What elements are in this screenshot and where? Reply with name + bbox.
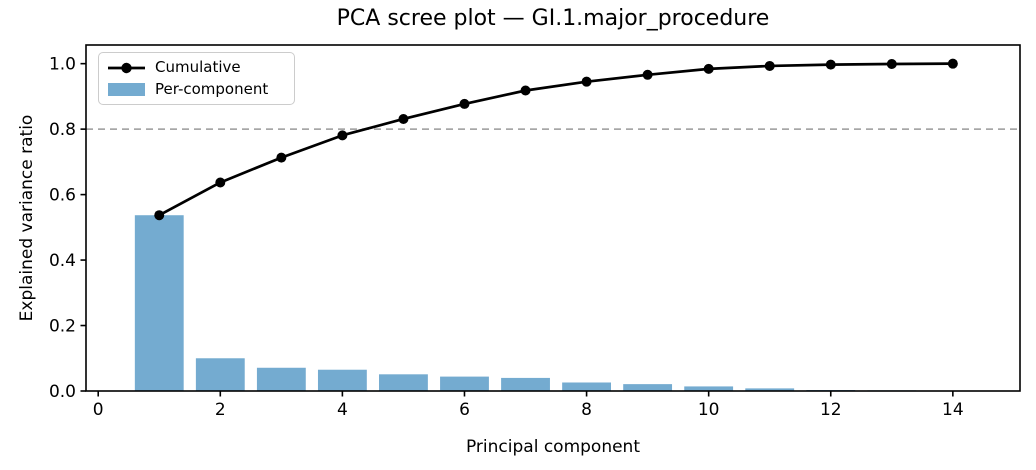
x-tick-label-8: 8 [581,400,592,420]
cumulative-point-pc-3 [276,152,287,163]
bar-pc-7 [501,377,550,391]
legend-item-cumulative: Cumulative [108,60,286,75]
y-tick-label-0.0: 0.0 [49,382,76,402]
cumulative-point-pc-7 [520,85,531,96]
bar-pc-10 [684,386,734,391]
bar-pc-3 [256,367,306,391]
legend-label-per-component: Per-component [155,80,269,98]
cumulative-point-pc-12 [825,59,836,70]
y-tick-label-0.6: 0.6 [49,186,76,206]
cumulative-line-swatch [108,62,145,73]
axes-frame [85,44,1021,392]
y-tick-label-0.2: 0.2 [49,317,76,337]
y-tick-label-1.0: 1.0 [49,55,76,75]
legend-item-per-component: Per-component [108,82,286,97]
y-tick-label-0.4: 0.4 [49,251,76,271]
cumulative-point-pc-1 [154,210,165,221]
x-tick-label-0: 0 [93,400,104,420]
cumulative-point-pc-13 [886,58,897,69]
per-component-bar-swatch [108,83,145,96]
cumulative-point-pc-4 [337,130,348,141]
y-tick-label-0.8: 0.8 [49,120,76,140]
bar-pc-1 [134,215,184,391]
bar-pc-5 [379,374,428,391]
cumulative-point-pc-6 [459,98,470,109]
cumulative-point-pc-8 [581,76,592,87]
cumulative-point-pc-10 [703,63,714,74]
x-tick-label-12: 12 [820,400,842,420]
x-tick-label-14: 14 [942,400,964,420]
legend-label-cumulative: Cumulative [155,58,241,76]
cumulative-point-pc-14 [947,58,958,69]
cumulative-point-pc-5 [398,113,409,124]
cumulative-point-pc-11 [764,60,775,71]
legend: Cumulative Per-component [98,52,295,105]
bar-pc-9 [623,384,673,391]
x-tick-label-10: 10 [698,400,720,420]
cumulative-line [157,62,955,217]
cumulative-point-pc-2 [215,177,226,188]
x-axis-label: Principal component [465,437,641,457]
x-tick-label-2: 2 [215,400,226,420]
legend-marker-dot [121,62,132,73]
bar-pc-2 [195,358,245,391]
cumulative-point-pc-9 [642,69,653,80]
x-tick-label-4: 4 [337,400,348,420]
bar-pc-4 [317,369,367,391]
bar-pc-6 [440,376,489,391]
bar-pc-11 [745,388,795,391]
bar-pc-8 [562,382,611,391]
x-tick-label-6: 6 [459,400,470,420]
chart-title: PCA scree plot — GI.1.major_procedure [336,6,770,31]
